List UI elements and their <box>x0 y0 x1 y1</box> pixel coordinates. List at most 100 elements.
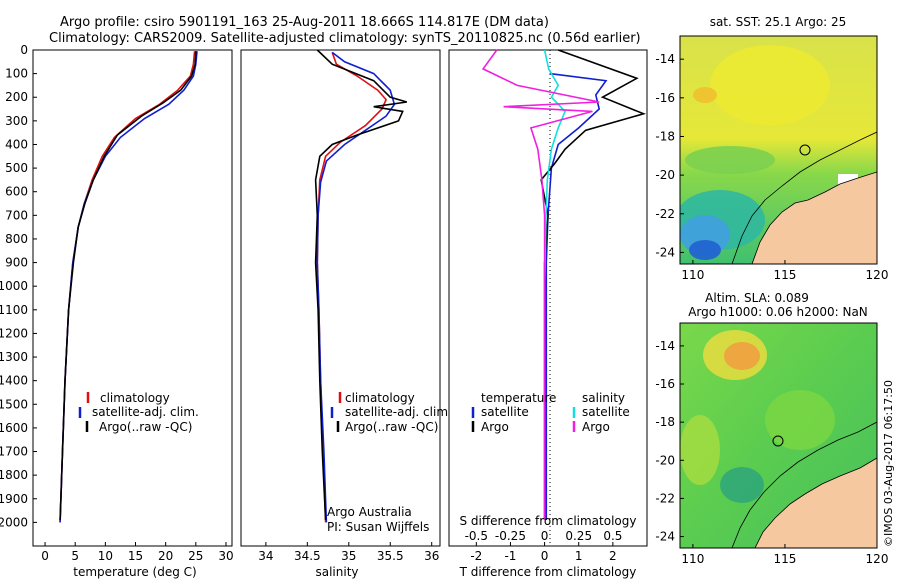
map-y-tick-label: -22 <box>655 491 675 505</box>
salinity-tick-label: 35 <box>341 549 356 563</box>
depth-tick-label: 1200 <box>0 326 28 340</box>
difference-legend: temperature salinity satellite Argo sate… <box>471 391 630 434</box>
series-line-argo-raw-qc- <box>314 49 408 521</box>
legend-label-temp-argo: Argo <box>481 420 509 434</box>
map-y-tick-label: -22 <box>655 207 675 221</box>
sla-light-patch <box>765 390 835 450</box>
sla-map-title-2: Argo h1000: 0.06 h2000: NaN <box>688 305 868 319</box>
sla-map-image <box>680 323 877 548</box>
temperature-lines <box>59 51 198 523</box>
depth-tick-label: 400 <box>5 137 28 151</box>
sst-map-frame <box>679 35 878 265</box>
depth-tick-label: 1100 <box>0 303 28 317</box>
temperature-tick-labels: 0 5 10 15 20 25 30 <box>41 542 234 563</box>
depth-tick-labels: 0 100 200 300 400 500 600 700 800 900 1000 1100 1200… <box>0 43 37 529</box>
temperature-panel: 0100200300400500600700800900100011001200… <box>0 43 234 579</box>
depth-tick-label: 1900 <box>0 492 28 506</box>
series-line-salinity-argo <box>481 49 600 520</box>
legend-label-satellite: satellite-adj. clim. <box>92 405 199 419</box>
difference-panel: -2 -1 0 1 2 -0.5 -0.25 0 0.25 0.5 temperature sa… <box>448 49 648 579</box>
s-difference-tick-label: 0.5 <box>603 529 622 543</box>
temperature-tick-label: 30 <box>218 549 233 563</box>
salinity-axes-box <box>240 49 441 547</box>
map-y-tick-label: -14 <box>655 52 675 66</box>
depth-tick-label: 300 <box>5 114 28 128</box>
sst-map-panel: sat. SST: 25.1 Argo: 25 110 115 120 -14 -16 -… <box>655 15 888 282</box>
t-difference-tick-label: 1 <box>575 549 583 563</box>
depth-tick-label: 800 <box>5 232 28 246</box>
depth-tick-label: 1400 <box>0 374 28 388</box>
sla-map-tick-labels: 110 115 120 -14 -16 -18 -20 -22 -24 <box>655 339 888 566</box>
legend-label-argo: Argo(..raw -QC) <box>99 420 192 434</box>
isobath-line <box>731 421 877 548</box>
sla-dark-patch <box>720 467 764 503</box>
map-x-tick-label: 110 <box>681 268 704 282</box>
salinity-tick-label: 34 <box>258 549 273 563</box>
temperature-x-label: temperature (deg C) <box>73 565 196 579</box>
salinity-tick-label: 36 <box>424 549 439 563</box>
temperature-tick-label: 0 <box>41 549 49 563</box>
s-difference-tick-label: -0.25 <box>495 529 526 543</box>
map-x-tick-label: 120 <box>866 552 889 566</box>
salinity-lines <box>314 49 408 523</box>
map-y-tick-label: -24 <box>655 530 675 544</box>
t-difference-tick-label: 0 <box>541 549 549 563</box>
sst-blue-patch <box>689 240 721 260</box>
map-x-tick-label: 115 <box>773 268 796 282</box>
isobath-line <box>731 131 877 264</box>
salinity-x-label: salinity <box>315 565 358 579</box>
argo-position-marker <box>799 144 811 156</box>
difference-lines <box>481 49 647 520</box>
sla-orange-patch <box>724 342 760 370</box>
map-x-tick-label: 120 <box>866 268 889 282</box>
land-mass <box>751 171 877 264</box>
temperature-tick-label: 25 <box>188 549 203 563</box>
depth-tick-label: 1300 <box>0 350 28 364</box>
sst-orange-patch <box>693 87 717 103</box>
imos-credit: ©IMOS 03-Aug-2017 06:17:50 <box>882 380 895 547</box>
depth-tick-label: 0 <box>20 43 28 57</box>
map-x-tick-label: 110 <box>681 552 704 566</box>
salinity-tick-label: 34.5 <box>294 549 321 563</box>
legend-label-argo: Argo(..raw -QC) <box>345 420 438 434</box>
map-x-tick-label: 115 <box>773 552 796 566</box>
s-difference-tick-label: -0.5 <box>465 529 488 543</box>
legend-label-climatology: climatology <box>100 391 170 405</box>
t-difference-tick-label: 2 <box>609 549 617 563</box>
title-line-1: Argo profile: csiro 5901191_163 25-Aug-2… <box>60 15 549 30</box>
sst-map-tick-labels: 110 115 120 -14 -16 -18 -20 -22 -24 <box>655 52 888 282</box>
s-difference-tick-label: 0 <box>541 529 549 543</box>
argo-australia-label: Argo Australia <box>327 505 412 519</box>
depth-tick-label: 1600 <box>0 421 28 435</box>
legend-header-temperature: temperature <box>481 391 556 405</box>
temperature-tick-label: 15 <box>128 549 143 563</box>
land-mass <box>754 457 877 548</box>
legend-header-salinity: salinity <box>582 391 625 405</box>
sst-yellow-patch <box>710 45 830 125</box>
salinity-panel: 34 34.5 35 35.5 36 climatology satellite-adj… <box>240 49 452 579</box>
t-difference-tick-label: -1 <box>504 549 516 563</box>
s-difference-tick-labels: -0.5 -0.25 0 0.25 0.5 <box>465 529 623 543</box>
map-y-tick-label: -14 <box>655 339 675 353</box>
difference-axes-box <box>448 49 648 547</box>
salinity-tick-label: 35.5 <box>377 549 404 563</box>
t-difference-label: T difference from climatology <box>459 565 637 579</box>
sla-map-title-1: Altim. SLA: 0.089 <box>705 291 809 305</box>
map-y-tick-label: -18 <box>655 129 675 143</box>
temperature-legend: climatology satellite-adj. clim. Argo(..… <box>78 391 199 434</box>
pi-label: PI: Susan Wijffels <box>327 520 429 534</box>
temperature-axes-box <box>32 49 233 547</box>
legend-label-sal-argo: Argo <box>582 420 610 434</box>
depth-tick-label: 900 <box>5 256 28 270</box>
depth-tick-label: 1700 <box>0 445 28 459</box>
map-y-tick-label: -20 <box>655 168 675 182</box>
depth-tick-label: 1000 <box>0 279 28 293</box>
series-line-argo-raw-qc- <box>59 51 197 521</box>
title-line-2: Climatology: CARS2009. Satellite-adjuste… <box>49 31 641 46</box>
legend-label-climatology: climatology <box>345 391 415 405</box>
depth-tick-label: 700 <box>5 208 28 222</box>
s-difference-label: S difference from climatology <box>460 514 637 528</box>
sla-yellow-west <box>680 415 720 485</box>
salinity-tick-labels: 34 34.5 35 35.5 36 <box>258 542 439 563</box>
